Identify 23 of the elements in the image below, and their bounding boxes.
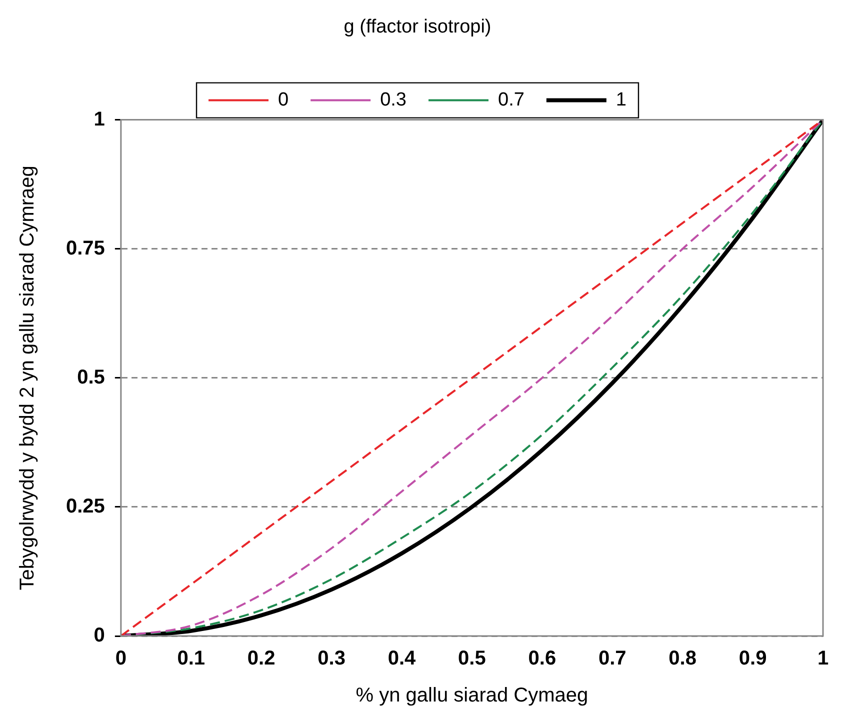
y-tick-label: 0.25 — [66, 495, 105, 518]
x-tick-label: 0.7 — [598, 648, 626, 670]
y-tick-label: 1 — [94, 108, 105, 130]
x-tick-label: 0.4 — [388, 648, 417, 670]
x-tick-label: 0.1 — [177, 648, 206, 670]
y-tick-label: 0.5 — [77, 366, 105, 388]
legend-label: 1 — [616, 90, 626, 111]
legend-label: 0.3 — [380, 90, 407, 111]
y-axis-title: Tebygolrwydd y bydd 2 yn gallu siarad Cymraeg — [16, 166, 39, 590]
x-tick-label: 0.5 — [458, 648, 486, 670]
legend-label: 0.7 — [498, 90, 524, 111]
y-tick-label: 0.75 — [66, 237, 105, 260]
x-tick-label: 0.8 — [668, 648, 696, 670]
y-tick-label: 0 — [94, 624, 105, 647]
x-tick-label: 0.6 — [528, 648, 556, 670]
legend-title: g (ffactor isotropi) — [344, 16, 492, 38]
x-tick-label: 0.2 — [247, 648, 276, 670]
x-tick-label: 0.9 — [738, 648, 767, 670]
x-axis-title: % yn gallu siarad Cymaeg — [356, 684, 588, 707]
legend-label: 0 — [278, 90, 289, 111]
x-tick-label: 1 — [817, 648, 829, 670]
x-tick-label: 0.3 — [318, 648, 346, 670]
x-tick-label: 0 — [115, 648, 126, 670]
